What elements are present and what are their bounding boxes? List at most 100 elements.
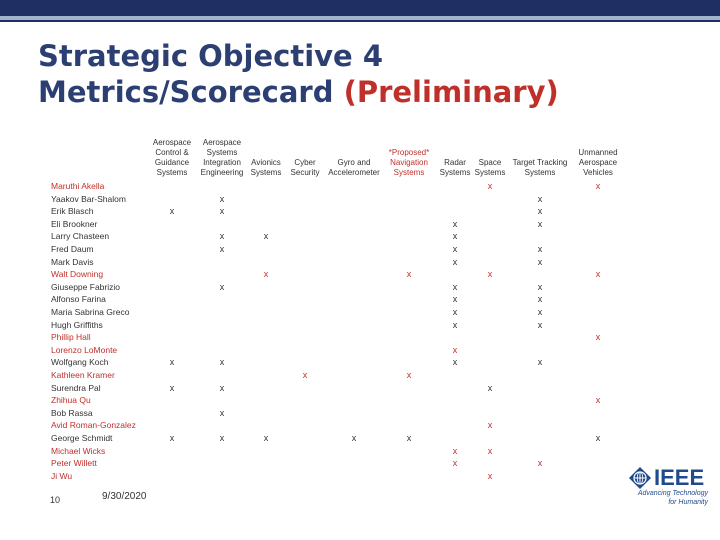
mark-asie: x [219, 433, 225, 443]
member-name: Bob Rassa [51, 407, 93, 418]
mark-av: x [263, 269, 269, 280]
member-name: Alfonso Farina [51, 294, 106, 305]
mark-radar: x [452, 357, 458, 368]
mark-cs: x [302, 370, 308, 380]
mark-tt: x [537, 307, 543, 317]
mark-asie: x [219, 206, 225, 217]
column-header-uav: Unmanned Aerospace Vehicles [578, 148, 618, 177]
mark-space: x [487, 181, 493, 191]
title-preliminary: (Preliminary) [343, 75, 559, 109]
member-name: Hugh Griffiths [51, 319, 103, 330]
mark-radar: x [452, 294, 458, 305]
mark-asie: x [219, 382, 225, 393]
mark-uav: x [595, 269, 601, 280]
mark-nav: x [406, 269, 412, 280]
mark-tt: x [537, 218, 543, 229]
mark-radar: x [452, 344, 458, 355]
top-banner-stripe [0, 16, 720, 20]
slide-number: 10 [50, 495, 61, 505]
title-line-1: Strategic Objective 4 [38, 39, 383, 73]
mark-asie: x [219, 281, 225, 292]
mark-space: x [487, 269, 493, 280]
member-name: Eli Brookner [51, 218, 98, 229]
mark-space: x [487, 470, 493, 481]
mark-radar: x [452, 319, 458, 330]
mark-acgs: x [169, 357, 175, 368]
member-name: Maruthi Akella [51, 181, 105, 191]
member-name: Peter Willett [51, 458, 97, 469]
mark-asie: x [219, 231, 225, 242]
mark-acgs: x [169, 206, 175, 217]
member-name: Yaakov Bar-Shalom [51, 193, 126, 204]
mark-radar: x [452, 231, 458, 242]
member-name: Lorenzo LoMonte [51, 344, 118, 355]
column-header-cs: Cyber Security [290, 158, 320, 177]
mark-asie: x [219, 193, 225, 204]
mark-av: x [263, 231, 269, 242]
member-name: Kathleen Kramer [51, 370, 115, 380]
mark-uav: x [595, 433, 601, 443]
column-header-acgs: Aerospace Control & Guidance Systems [152, 138, 192, 177]
member-name: Michael Wicks [51, 445, 106, 456]
mark-uav: x [595, 395, 601, 406]
mark-tt: x [537, 281, 543, 292]
mark-nav: x [406, 433, 412, 443]
mark-tt: x [537, 294, 543, 305]
column-header-tt: Target Tracking Systems [512, 158, 568, 177]
member-name: Maria Sabrina Greco [51, 307, 130, 317]
member-name: Walt Downing [51, 269, 104, 280]
mark-tt: x [537, 256, 543, 267]
mark-acgs: x [169, 382, 175, 393]
column-header-asie: Aerospace Systems Integration Engineerin… [200, 138, 244, 177]
title-line-2-text: Metrics/Scorecard [38, 75, 334, 109]
member-name: Larry Chasteen [51, 231, 110, 242]
member-name: Mark Davis [51, 256, 94, 267]
ieee-logo: IEEE Advancing Technology for Humanity [628, 466, 710, 510]
mark-tt: x [537, 206, 543, 217]
mark-tt: x [537, 357, 543, 368]
mark-radar: x [452, 458, 458, 469]
mark-radar: x [452, 256, 458, 267]
mark-radar: x [452, 244, 458, 254]
ieee-tagline: Advancing Technology for Humanity [637, 490, 708, 506]
member-name: Surendra Pal [51, 382, 101, 393]
member-name: George Schmidt [51, 433, 113, 443]
mark-ga: x [351, 433, 357, 443]
column-header-av: Avionics Systems [250, 158, 282, 177]
member-name: Fred Daum [51, 244, 94, 254]
mark-radar: x [452, 218, 458, 229]
member-name: Wolfgang Koch [51, 357, 109, 368]
ieee-wordmark: IEEE [654, 465, 705, 490]
mark-av: x [263, 433, 269, 443]
mark-space: x [487, 420, 493, 431]
member-name: Giuseppe Fabrizio [51, 281, 120, 292]
member-name: Zhihua Qu [51, 395, 91, 406]
ieee-globe-icon [629, 467, 651, 489]
mark-radar: x [452, 445, 458, 456]
column-header-radar: Radar Systems [439, 158, 471, 177]
mark-space: x [487, 382, 493, 393]
column-header-ga: Gyro and Accelerometer [328, 158, 380, 177]
mark-acgs: x [169, 433, 175, 443]
slide-date: 9/30/2020 [102, 491, 147, 502]
mark-asie: x [219, 357, 225, 368]
mark-nav: x [406, 370, 412, 380]
mark-radar: x [452, 281, 458, 292]
title-line-2: Metrics/Scorecard (Preliminary) [38, 74, 559, 110]
slide-title: Strategic Objective 4 Metrics/Scorecard … [38, 38, 559, 110]
member-name: Ji Wu [51, 470, 73, 481]
mark-tt: x [537, 458, 543, 469]
mark-radar: x [452, 307, 458, 317]
member-name: Avid Roman-Gonzalez [51, 420, 136, 431]
column-header-space: Space Systems [474, 158, 506, 177]
mark-asie: x [219, 244, 225, 254]
column-header-nav: *Proposed* Navigation Systems [388, 148, 430, 177]
mark-space: x [487, 445, 493, 456]
top-banner [0, 0, 720, 26]
mark-uav: x [595, 181, 601, 191]
member-name: Phillip Hall [51, 332, 91, 343]
mark-tt: x [537, 319, 543, 330]
mark-uav: x [595, 332, 601, 343]
member-name: Erik Blasch [51, 206, 94, 217]
mark-tt: x [537, 244, 543, 254]
